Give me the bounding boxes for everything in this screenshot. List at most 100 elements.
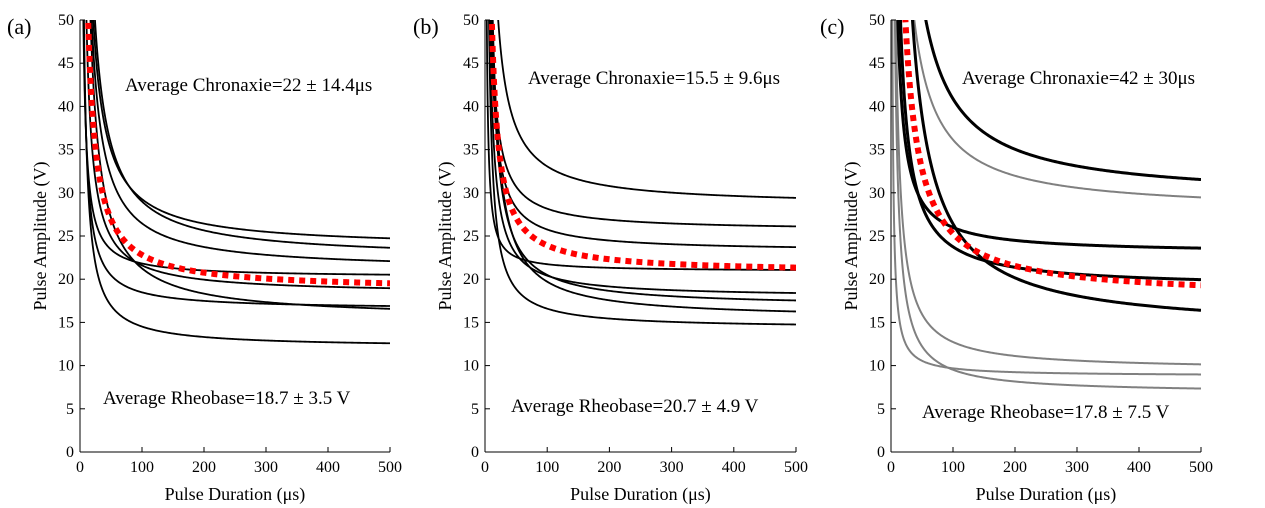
x-tick-label: 500 — [1189, 459, 1213, 476]
y-tick-label: 30 — [869, 185, 885, 202]
series-curve-0 — [497, 20, 796, 199]
x-axis-label: Pulse Duration (μs) — [976, 484, 1117, 505]
x-tick-label: 400 — [1127, 459, 1151, 476]
chronaxie-annotation: Average Chronaxie=22 ± 14.4μs — [125, 75, 372, 96]
y-tick-label: 15 — [869, 314, 885, 331]
x-tick-label: 0 — [76, 459, 84, 476]
x-tick-label: 0 — [887, 459, 895, 476]
x-tick-label: 100 — [130, 459, 154, 476]
y-tick-label: 35 — [869, 142, 885, 159]
x-axis-label: Pulse Duration (μs) — [570, 484, 711, 505]
series-curve-3 — [82, 20, 390, 276]
x-tick-label: 200 — [192, 459, 216, 476]
rheobase-annotation: Average Rheobase=20.7 ± 4.9 V — [511, 396, 759, 417]
series-curve-6 — [89, 20, 390, 310]
y-tick-label: 15 — [58, 314, 74, 331]
series-curve-3 — [893, 20, 1201, 390]
y-tick-label: 45 — [869, 55, 885, 72]
series-curve-7 — [910, 20, 1201, 312]
series-curve-1 — [94, 20, 390, 249]
series-curve-5 — [896, 20, 1201, 250]
y-tick-label: 15 — [463, 314, 479, 331]
series-curve-7 — [83, 20, 390, 345]
x-tick-label: 500 — [378, 459, 402, 476]
series-curve-6 — [491, 20, 796, 313]
y-tick-label: 30 — [58, 185, 74, 202]
y-tick-label: 10 — [463, 358, 479, 375]
panel-label: (b) — [413, 14, 439, 39]
x-tick-label: 300 — [660, 459, 684, 476]
y-tick-label: 20 — [869, 271, 885, 288]
y-tick-label: 45 — [463, 55, 479, 72]
series-curve-1 — [894, 20, 1201, 366]
curves — [82, 20, 390, 345]
y-tick-label: 30 — [463, 185, 479, 202]
x-axis-label: Pulse Duration (μs) — [165, 484, 306, 505]
y-axis-label: Pulse Amplitude (V) — [841, 162, 862, 311]
x-tick-label: 300 — [254, 459, 278, 476]
x-tick-label: 0 — [481, 459, 489, 476]
y-tick-label: 45 — [58, 55, 74, 72]
x-tick-label: 400 — [722, 459, 746, 476]
y-tick-label: 20 — [58, 271, 74, 288]
y-tick-label: 5 — [877, 401, 885, 418]
curves — [485, 20, 796, 326]
series-curve-7 — [488, 20, 796, 326]
y-tick-label: 35 — [58, 142, 74, 159]
series-curve-5 — [491, 20, 796, 302]
y-tick-label: 10 — [869, 358, 885, 375]
series-curve-6 — [899, 20, 1201, 282]
x-tick-label: 200 — [597, 459, 621, 476]
x-tick-label: 100 — [941, 459, 965, 476]
series-curve-2 — [891, 20, 1201, 376]
chronaxie-annotation: Average Chronaxie=15.5 ± 9.6μs — [528, 68, 780, 89]
y-tick-label: 25 — [869, 228, 885, 245]
series-curve-3 — [485, 20, 796, 271]
y-tick-label: 50 — [463, 12, 479, 29]
series-curve-1 — [490, 20, 796, 228]
y-tick-label: 0 — [66, 444, 74, 461]
y-tick-label: 0 — [471, 444, 479, 461]
y-tick-label: 40 — [58, 98, 74, 115]
y-tick-label: 10 — [58, 358, 74, 375]
y-tick-label: 25 — [58, 228, 74, 245]
x-tick-label: 200 — [1003, 459, 1027, 476]
chronaxie-annotation: Average Chronaxie=42 ± 30μs — [962, 68, 1195, 89]
y-tick-label: 40 — [463, 98, 479, 115]
panel-label: (a) — [7, 14, 31, 39]
x-tick-label: 300 — [1065, 459, 1089, 476]
x-tick-label: 400 — [316, 459, 340, 476]
y-tick-label: 50 — [869, 12, 885, 29]
rheobase-annotation: Average Rheobase=18.7 ± 3.5 V — [103, 388, 351, 409]
series-curve-4 — [488, 20, 796, 294]
series-curve-2 — [490, 20, 796, 249]
average-curve — [902, 20, 1201, 289]
series-curve-0 — [913, 20, 1201, 199]
y-tick-label: 40 — [869, 98, 885, 115]
x-tick-label: 100 — [535, 459, 559, 476]
y-tick-label: 50 — [58, 12, 74, 29]
series-curve-5 — [82, 20, 390, 307]
y-axis-label: Pulse Amplitude (V) — [30, 162, 51, 311]
y-tick-label: 20 — [463, 271, 479, 288]
panel-label: (c) — [820, 14, 844, 39]
rheobase-annotation: Average Rheobase=17.8 ± 7.5 V — [922, 402, 1170, 423]
y-tick-label: 0 — [877, 444, 885, 461]
series-curve-4 — [924, 20, 1201, 182]
y-tick-label: 35 — [463, 142, 479, 159]
y-tick-label: 25 — [463, 228, 479, 245]
series-curve-2 — [90, 20, 390, 263]
curves — [891, 20, 1201, 390]
y-tick-label: 5 — [471, 401, 479, 418]
series-curve-4 — [85, 20, 390, 290]
average-curve — [488, 20, 796, 271]
average-curve — [85, 20, 390, 287]
series-curve-0 — [92, 20, 390, 240]
y-tick-label: 5 — [66, 401, 74, 418]
x-tick-label: 500 — [784, 459, 808, 476]
y-axis-label: Pulse Amplitude (V) — [435, 162, 456, 311]
